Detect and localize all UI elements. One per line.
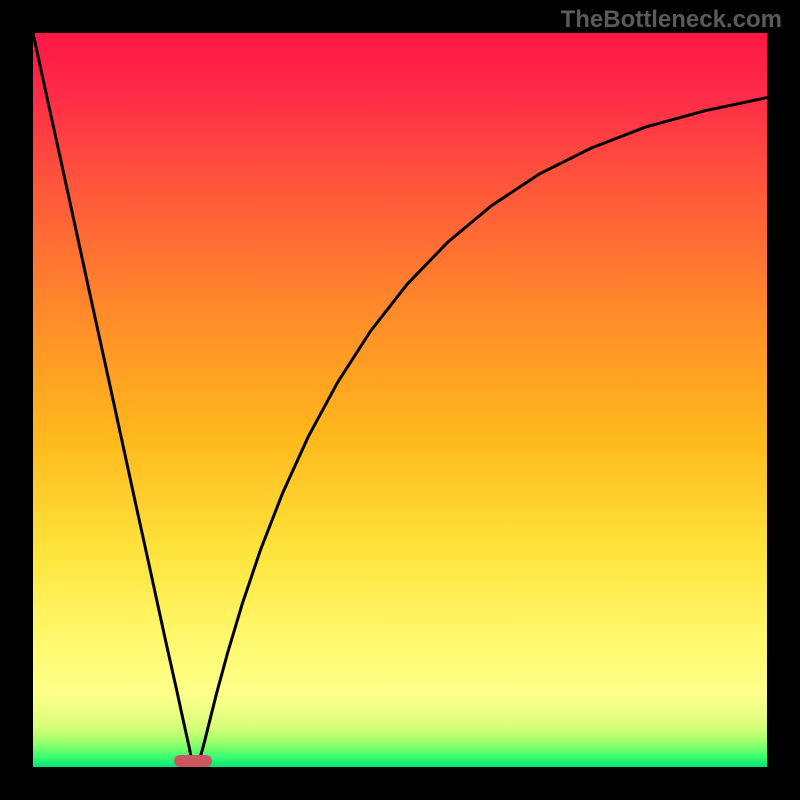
plot-area [33,33,767,767]
chart-container: TheBottleneck.com [0,0,800,800]
watermark-text: TheBottleneck.com [561,6,782,34]
bottleneck-curve [33,33,767,767]
optimal-marker [174,755,212,767]
curve-path [33,33,767,767]
